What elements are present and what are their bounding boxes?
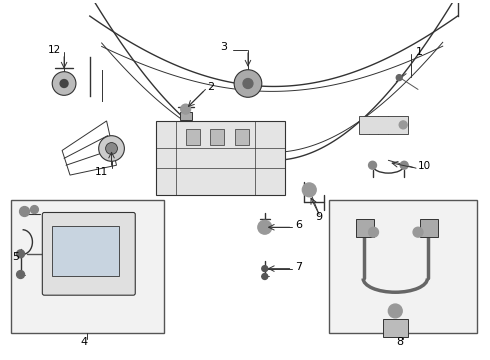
Bar (180, 112, 192, 120)
Text: 3: 3 (220, 42, 227, 52)
Bar (329, 200, 477, 333)
Circle shape (106, 143, 118, 154)
Text: 2: 2 (207, 82, 215, 93)
Circle shape (52, 72, 76, 95)
Bar (186, 129, 199, 145)
Circle shape (400, 161, 408, 169)
Circle shape (181, 104, 191, 114)
Circle shape (399, 121, 407, 129)
Text: 8: 8 (397, 337, 404, 347)
Text: 4: 4 (80, 337, 87, 347)
Circle shape (368, 161, 376, 169)
Circle shape (258, 220, 271, 234)
Bar (210, 129, 224, 145)
Text: 10: 10 (418, 161, 431, 171)
Circle shape (30, 206, 38, 213)
Text: 9: 9 (315, 212, 322, 222)
Circle shape (262, 266, 268, 271)
Circle shape (368, 227, 378, 237)
Circle shape (243, 78, 253, 89)
Bar (52, 226, 120, 275)
Circle shape (234, 70, 262, 97)
Text: 7: 7 (295, 262, 302, 272)
Circle shape (396, 75, 402, 81)
Bar (420, 219, 438, 237)
Bar (235, 129, 249, 145)
Circle shape (17, 271, 24, 278)
Circle shape (60, 80, 68, 87)
FancyBboxPatch shape (42, 212, 135, 295)
Circle shape (98, 136, 124, 161)
Circle shape (20, 207, 29, 216)
Text: 6: 6 (295, 220, 302, 230)
Circle shape (17, 250, 24, 258)
Circle shape (262, 274, 268, 279)
Bar (383, 319, 408, 337)
Circle shape (302, 183, 316, 197)
Text: 1: 1 (416, 47, 423, 57)
Bar (359, 116, 408, 134)
Text: 5: 5 (13, 252, 20, 262)
Bar (156, 121, 285, 195)
Bar (356, 219, 373, 237)
Bar (11, 200, 164, 333)
Text: 12: 12 (48, 45, 62, 55)
Circle shape (389, 304, 402, 318)
Text: 11: 11 (95, 167, 108, 177)
Circle shape (413, 227, 423, 237)
